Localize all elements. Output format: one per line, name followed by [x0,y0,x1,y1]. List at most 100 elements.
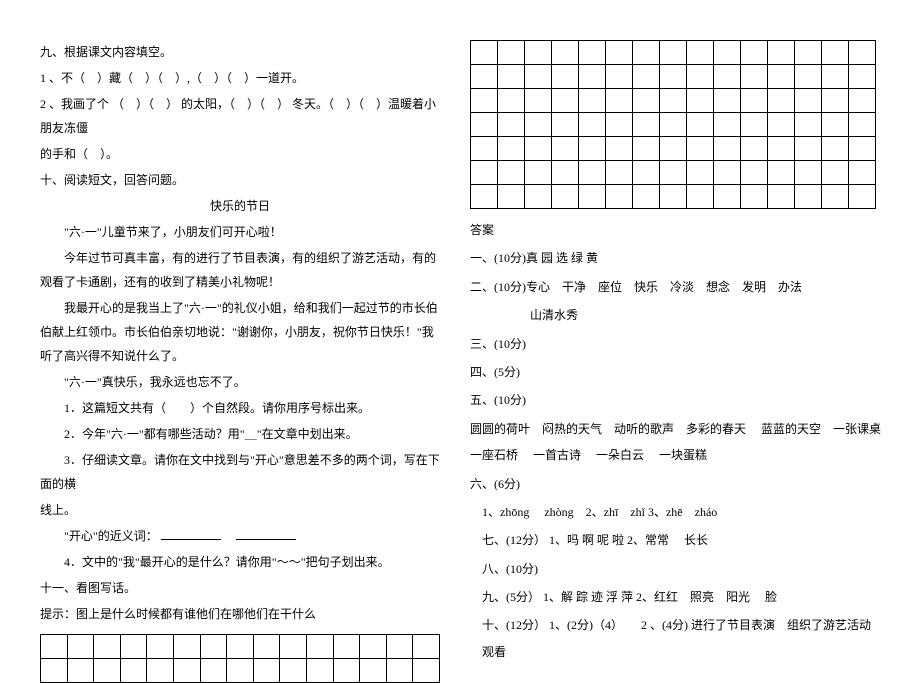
grid-cell[interactable] [633,137,660,161]
grid-cell[interactable] [849,137,876,161]
grid-cell[interactable] [606,185,633,209]
grid-cell[interactable] [606,89,633,113]
grid-cell[interactable] [849,65,876,89]
grid-cell[interactable] [413,635,440,659]
grid-cell[interactable] [606,137,633,161]
blank-line-2[interactable] [236,528,296,540]
grid-cell[interactable] [386,659,413,683]
grid-cell[interactable] [714,65,741,89]
writing-grid-left[interactable] [40,634,440,683]
grid-cell[interactable] [633,89,660,113]
grid-cell[interactable] [120,635,147,659]
grid-cell[interactable] [822,89,849,113]
grid-cell[interactable] [741,65,768,89]
grid-cell[interactable] [471,89,498,113]
grid-cell[interactable] [498,185,525,209]
grid-cell[interactable] [768,137,795,161]
grid-cell[interactable] [525,185,552,209]
grid-cell[interactable] [714,137,741,161]
grid-cell[interactable] [333,659,360,683]
grid-cell[interactable] [714,89,741,113]
grid-cell[interactable] [471,113,498,137]
grid-cell[interactable] [660,161,687,185]
grid-cell[interactable] [660,137,687,161]
grid-cell[interactable] [253,635,280,659]
grid-cell[interactable] [795,161,822,185]
grid-cell[interactable] [525,137,552,161]
writing-grid-right[interactable] [470,40,876,209]
grid-cell[interactable] [471,137,498,161]
grid-cell[interactable] [633,161,660,185]
grid-cell[interactable] [795,41,822,65]
grid-cell[interactable] [360,635,387,659]
grid-cell[interactable] [227,659,254,683]
grid-cell[interactable] [795,137,822,161]
grid-cell[interactable] [795,113,822,137]
grid-cell[interactable] [822,185,849,209]
grid-cell[interactable] [525,113,552,137]
grid-cell[interactable] [471,65,498,89]
grid-cell[interactable] [120,659,147,683]
grid-cell[interactable] [525,65,552,89]
grid-cell[interactable] [687,137,714,161]
grid-cell[interactable] [147,635,174,659]
grid-cell[interactable] [633,65,660,89]
grid-cell[interactable] [687,161,714,185]
grid-cell[interactable] [714,41,741,65]
grid-cell[interactable] [849,185,876,209]
grid-cell[interactable] [306,635,333,659]
grid-cell[interactable] [606,65,633,89]
grid-cell[interactable] [200,659,227,683]
grid-cell[interactable] [633,41,660,65]
grid-cell[interactable] [714,161,741,185]
grid-cell[interactable] [227,635,254,659]
grid-cell[interactable] [552,161,579,185]
grid-cell[interactable] [768,185,795,209]
grid-cell[interactable] [822,41,849,65]
grid-cell[interactable] [768,41,795,65]
grid-cell[interactable] [498,89,525,113]
grid-cell[interactable] [606,161,633,185]
grid-cell[interactable] [498,161,525,185]
grid-cell[interactable] [822,137,849,161]
grid-cell[interactable] [741,89,768,113]
grid-cell[interactable] [41,635,68,659]
grid-cell[interactable] [552,41,579,65]
grid-cell[interactable] [471,161,498,185]
grid-cell[interactable] [173,635,200,659]
grid-cell[interactable] [741,185,768,209]
grid-cell[interactable] [714,185,741,209]
grid-cell[interactable] [579,89,606,113]
grid-cell[interactable] [795,65,822,89]
grid-cell[interactable] [67,635,94,659]
grid-cell[interactable] [741,113,768,137]
grid-cell[interactable] [280,635,307,659]
grid-cell[interactable] [849,113,876,137]
grid-cell[interactable] [552,89,579,113]
grid-cell[interactable] [552,185,579,209]
grid-cell[interactable] [579,65,606,89]
grid-cell[interactable] [525,89,552,113]
grid-cell[interactable] [768,161,795,185]
grid-cell[interactable] [849,89,876,113]
grid-cell[interactable] [849,41,876,65]
grid-cell[interactable] [200,635,227,659]
grid-cell[interactable] [253,659,280,683]
grid-cell[interactable] [173,659,200,683]
grid-cell[interactable] [498,41,525,65]
grid-cell[interactable] [471,41,498,65]
grid-cell[interactable] [687,89,714,113]
grid-cell[interactable] [41,659,68,683]
grid-cell[interactable] [606,41,633,65]
grid-cell[interactable] [498,113,525,137]
grid-cell[interactable] [552,113,579,137]
grid-cell[interactable] [579,137,606,161]
grid-cell[interactable] [579,41,606,65]
grid-cell[interactable] [822,113,849,137]
grid-cell[interactable] [498,137,525,161]
grid-cell[interactable] [687,41,714,65]
grid-cell[interactable] [386,635,413,659]
grid-cell[interactable] [333,635,360,659]
grid-cell[interactable] [768,113,795,137]
grid-cell[interactable] [849,161,876,185]
